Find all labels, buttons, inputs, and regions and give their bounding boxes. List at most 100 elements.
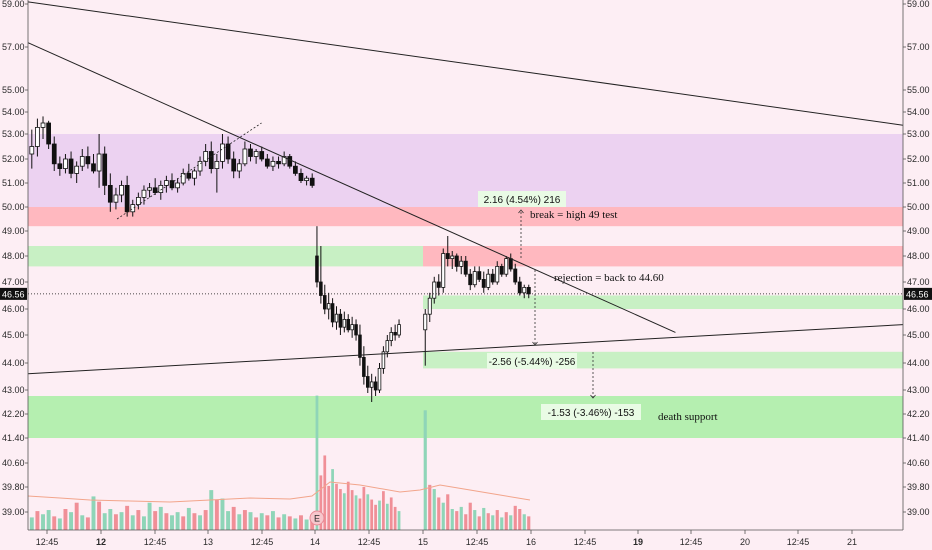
day15-candle-12 (477, 271, 482, 280)
day14-volume-3 (327, 485, 331, 530)
day15-candle-21 (517, 281, 522, 294)
day12-volume-21 (147, 502, 152, 530)
day14-volume-15 (374, 504, 377, 530)
day12-candle-9 (79, 156, 85, 167)
day12-volume-11 (91, 496, 96, 530)
day15-candle-11 (472, 271, 477, 286)
day15-candle-18 (504, 258, 509, 275)
day15-volume-12 (477, 516, 481, 530)
day15-candle-3 (436, 281, 441, 288)
trendline-3[interactable] (116, 122, 262, 220)
day12-candle-20 (141, 189, 147, 198)
day14-volume-18 (385, 503, 389, 530)
day15-candle-10 (468, 273, 473, 286)
day12-candle-39 (248, 148, 253, 157)
day12-volume-40 (254, 517, 259, 530)
day12-candle-4 (51, 143, 57, 165)
left-y-tick-label: 53.00 (2, 129, 25, 139)
left-y-tick-label: 39.80 (2, 482, 25, 492)
day14-candle-3 (326, 303, 331, 310)
left-y-tick-label: 40.60 (2, 458, 25, 468)
right-y-tick-label: 53.00 (907, 129, 930, 139)
x-tick-label: 21 (847, 537, 857, 547)
x-tick-label: 12:45 (574, 537, 597, 547)
day15-candle-15 (490, 273, 495, 283)
zone-band-3 (28, 246, 423, 267)
day12-volume-38 (242, 510, 247, 530)
day15-candle-6 (450, 255, 455, 259)
day12-volume-24 (164, 513, 169, 530)
day14-candle-2 (323, 295, 327, 310)
day14-candle-20 (393, 331, 397, 336)
day12-candle-13 (102, 153, 108, 186)
day12-volume-2 (41, 514, 45, 530)
day15-volume-13 (482, 507, 486, 530)
right-y-tick-label: 39.80 (907, 482, 930, 492)
left-y-tick-label: 39.00 (2, 507, 25, 517)
day14-candle-15 (373, 381, 378, 391)
day12-candle-17 (124, 184, 130, 213)
right-y-tick-label: 48.00 (907, 251, 930, 261)
day14-volume-6 (339, 489, 342, 530)
day12-volume-31 (203, 510, 208, 530)
day14-candle-18 (385, 340, 390, 353)
left-y-tick-label: 42.20 (2, 409, 25, 419)
x-tick-label: 19 (633, 537, 643, 547)
zone-band-0 (28, 134, 903, 207)
day12-volume-16 (119, 512, 124, 530)
day12-candle-41 (259, 151, 265, 160)
earnings-marker[interactable]: E (309, 510, 325, 526)
day15-volume-4 (441, 502, 445, 530)
day15-volume-16 (495, 510, 499, 530)
zone-band-4 (423, 295, 903, 309)
x-tick-label: 12:45 (251, 537, 274, 547)
left-price-tag (0, 287, 27, 300)
day12-volume-17 (125, 505, 130, 530)
x-tick-label: 13 (203, 537, 213, 547)
left-y-tick-label: 52.00 (2, 154, 25, 164)
day15-volume-22 (522, 514, 526, 530)
x-tick-label: 20 (740, 537, 750, 547)
x-tick-label: 12:45 (36, 537, 59, 547)
trendline-1[interactable] (27, 42, 676, 333)
trendline-0[interactable] (27, 1, 904, 126)
day15-candle-22 (522, 286, 527, 294)
day12-candle-33 (214, 160, 220, 169)
day12-volume-28 (186, 507, 191, 530)
day15-candle-14 (486, 273, 491, 288)
zone-band-2 (423, 246, 903, 267)
right-y-tick-label: 46.00 (907, 304, 930, 314)
day14-volume-20 (393, 506, 397, 530)
day12-candle-2 (40, 122, 46, 128)
day12-candle-28 (186, 172, 192, 179)
day12-candle-50 (309, 177, 315, 186)
day12-volume-35 (226, 511, 231, 530)
day15-volume-11 (473, 510, 477, 530)
trendline-2[interactable] (27, 324, 904, 375)
day15-candle-13 (481, 278, 486, 288)
day14-volume-0 (315, 395, 319, 530)
day12-candle-10 (85, 156, 91, 165)
day12-volume-44 (276, 517, 281, 530)
zone-band-6 (28, 396, 903, 438)
day14-candle-21 (397, 324, 401, 336)
right-y-tick-label: 52.00 (907, 154, 930, 164)
day12-volume-9 (80, 515, 85, 530)
right-y-tick-label: 40.60 (907, 458, 930, 468)
day15-volume-6 (450, 509, 454, 530)
day12-candle-40 (253, 151, 259, 157)
day14-volume-10 (354, 495, 358, 530)
day12-candle-15 (113, 194, 119, 203)
day12-candle-8 (74, 165, 80, 174)
day14-candle-10 (354, 324, 358, 336)
day12-candle-36 (231, 158, 237, 172)
day15-volume-2 (432, 489, 436, 530)
day12-volume-27 (181, 516, 186, 530)
day14-volume-11 (358, 498, 362, 530)
left-y-tick-label: 47.00 (2, 277, 25, 287)
down-move-label-box (487, 353, 577, 369)
day14-volume-16 (378, 500, 381, 530)
day12-candle-1 (35, 127, 40, 147)
